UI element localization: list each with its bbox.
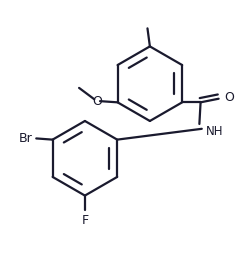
Text: O: O	[92, 95, 102, 108]
Text: Br: Br	[18, 132, 32, 145]
Text: NH: NH	[205, 125, 223, 138]
Text: F: F	[81, 214, 89, 227]
Text: O: O	[225, 91, 234, 104]
